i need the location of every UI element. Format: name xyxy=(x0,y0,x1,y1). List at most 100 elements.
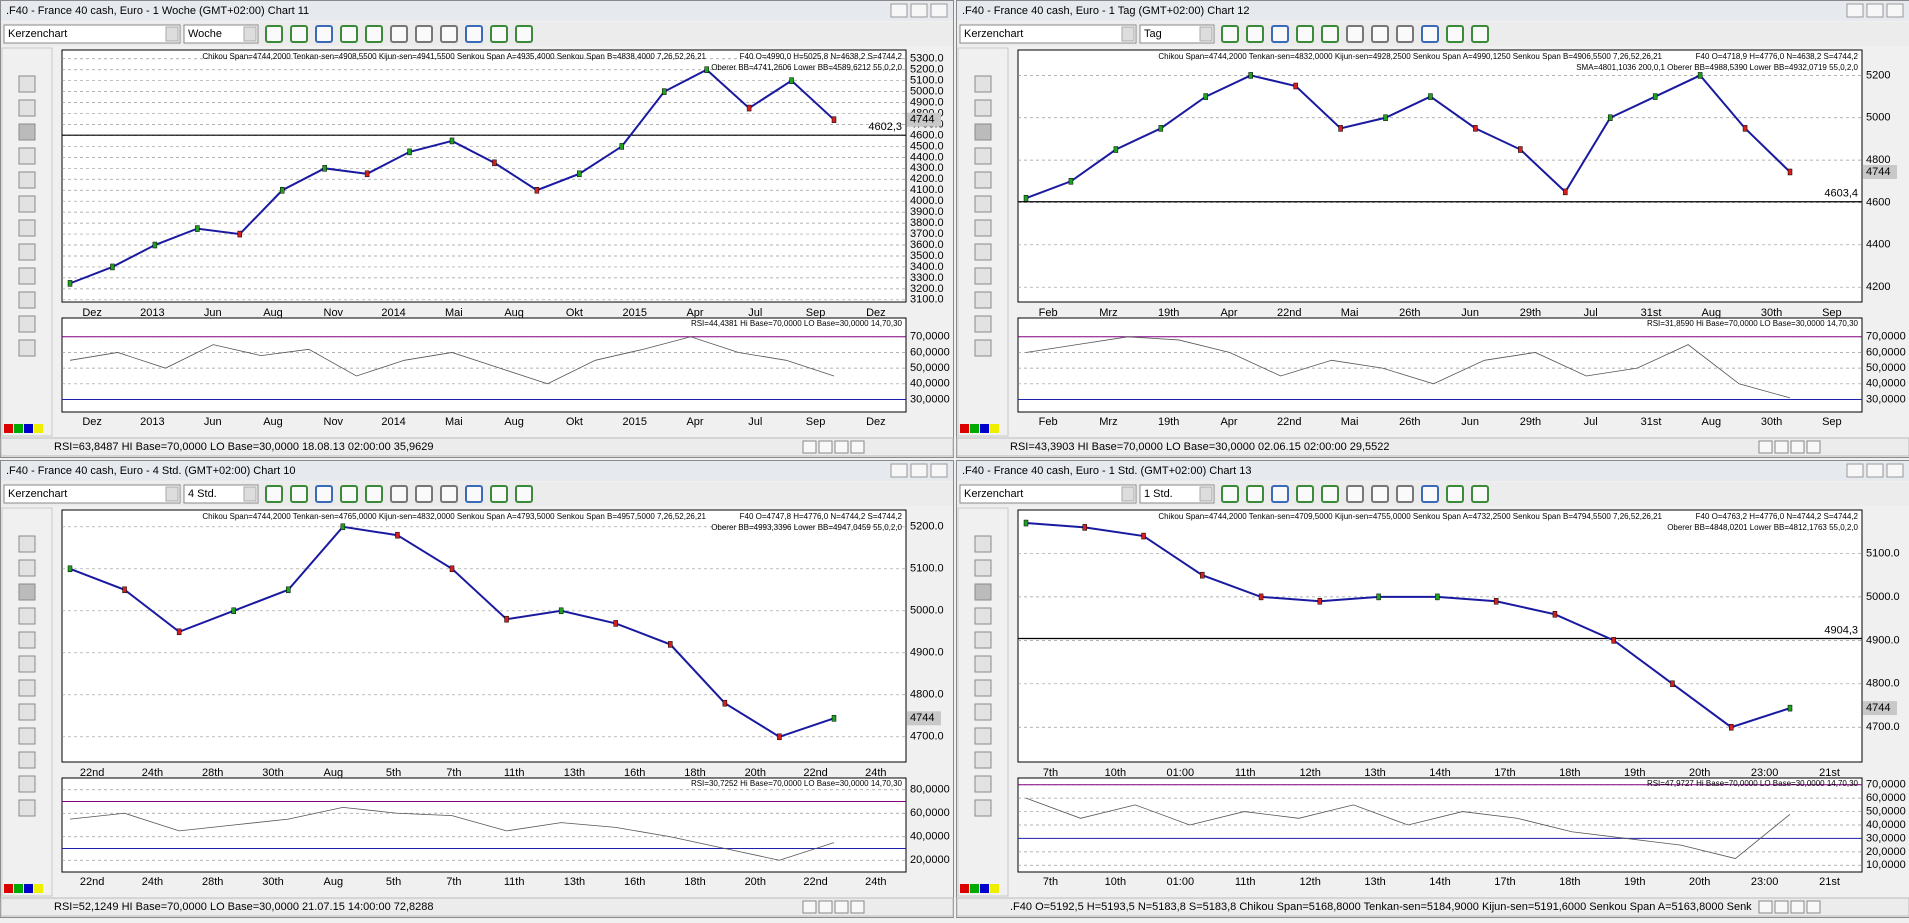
tool-button[interactable] xyxy=(19,536,35,552)
scroll-button[interactable] xyxy=(1775,901,1788,913)
toolbar-button[interactable] xyxy=(466,486,482,502)
tool-button[interactable] xyxy=(19,680,35,696)
toolbar-button[interactable] xyxy=(291,26,307,42)
toolbar-button[interactable] xyxy=(291,486,307,502)
window-button[interactable] xyxy=(1867,4,1883,17)
toolbar-button[interactable] xyxy=(491,486,507,502)
toolbar-button[interactable] xyxy=(491,26,507,42)
tool-button[interactable] xyxy=(19,148,35,164)
toolbar-button[interactable] xyxy=(266,26,282,42)
scroll-button[interactable] xyxy=(803,441,816,453)
tool-button[interactable] xyxy=(19,316,35,332)
tool-button[interactable] xyxy=(19,560,35,576)
toolbar-button[interactable] xyxy=(516,486,532,502)
toolbar-button[interactable] xyxy=(441,486,457,502)
tool-button[interactable] xyxy=(19,776,35,792)
scroll-button[interactable] xyxy=(1791,901,1804,913)
scroll-button[interactable] xyxy=(1759,441,1772,453)
toolbar-button[interactable] xyxy=(366,26,382,42)
tool-button[interactable] xyxy=(975,536,991,552)
tool-button[interactable] xyxy=(975,220,991,236)
toolbar-button[interactable] xyxy=(266,486,282,502)
toolbar-button[interactable] xyxy=(1447,26,1463,42)
tool-button[interactable] xyxy=(975,124,991,140)
toolbar-button[interactable] xyxy=(1397,486,1413,502)
scroll-button[interactable] xyxy=(819,441,832,453)
toolbar-button[interactable] xyxy=(1297,486,1313,502)
tool-button[interactable] xyxy=(19,172,35,188)
color-swatch[interactable] xyxy=(4,424,13,433)
tool-button[interactable] xyxy=(19,196,35,212)
window-button[interactable] xyxy=(1867,464,1883,477)
toolbar-button[interactable] xyxy=(516,26,532,42)
scroll-button[interactable] xyxy=(803,901,816,913)
scroll-button[interactable] xyxy=(851,901,864,913)
tool-button[interactable] xyxy=(975,76,991,92)
tool-button[interactable] xyxy=(19,76,35,92)
color-swatch[interactable] xyxy=(960,884,969,893)
toolbar-button[interactable] xyxy=(391,26,407,42)
toolbar-button[interactable] xyxy=(1422,26,1438,42)
toolbar-button[interactable] xyxy=(1272,26,1288,42)
tool-button[interactable] xyxy=(975,244,991,260)
toolbar-button[interactable] xyxy=(1372,26,1388,42)
toolbar-button[interactable] xyxy=(1472,486,1488,502)
window-button[interactable] xyxy=(891,4,907,17)
toolbar-button[interactable] xyxy=(316,26,332,42)
toolbar-button[interactable] xyxy=(1297,26,1313,42)
color-swatch[interactable] xyxy=(4,884,13,893)
color-swatch[interactable] xyxy=(970,884,979,893)
tool-button[interactable] xyxy=(19,244,35,260)
tool-button[interactable] xyxy=(975,752,991,768)
toolbar-button[interactable] xyxy=(466,26,482,42)
tool-button[interactable] xyxy=(975,704,991,720)
toolbar-button[interactable] xyxy=(391,486,407,502)
tool-button[interactable] xyxy=(975,100,991,116)
tool-button[interactable] xyxy=(975,316,991,332)
tool-button[interactable] xyxy=(19,632,35,648)
window-button[interactable] xyxy=(931,4,947,17)
toolbar-button[interactable] xyxy=(1247,26,1263,42)
color-swatch[interactable] xyxy=(24,424,33,433)
color-swatch[interactable] xyxy=(990,884,999,893)
toolbar-button[interactable] xyxy=(1372,486,1388,502)
scroll-button[interactable] xyxy=(1807,441,1820,453)
toolbar-button[interactable] xyxy=(341,486,357,502)
toolbar-button[interactable] xyxy=(341,26,357,42)
tool-button[interactable] xyxy=(975,632,991,648)
tool-button[interactable] xyxy=(975,800,991,816)
window-button[interactable] xyxy=(931,464,947,477)
tool-button[interactable] xyxy=(975,292,991,308)
toolbar-button[interactable] xyxy=(1397,26,1413,42)
tool-button[interactable] xyxy=(975,776,991,792)
color-swatch[interactable] xyxy=(14,424,23,433)
color-swatch[interactable] xyxy=(960,424,969,433)
window-button[interactable] xyxy=(1847,464,1863,477)
tool-button[interactable] xyxy=(19,752,35,768)
tool-button[interactable] xyxy=(975,728,991,744)
tool-button[interactable] xyxy=(975,560,991,576)
toolbar-button[interactable] xyxy=(1347,26,1363,42)
toolbar-button[interactable] xyxy=(1222,26,1238,42)
tool-button[interactable] xyxy=(19,292,35,308)
tool-button[interactable] xyxy=(19,800,35,816)
tool-button[interactable] xyxy=(975,172,991,188)
color-swatch[interactable] xyxy=(980,884,989,893)
tool-button[interactable] xyxy=(19,728,35,744)
scroll-button[interactable] xyxy=(819,901,832,913)
color-swatch[interactable] xyxy=(980,424,989,433)
tool-button[interactable] xyxy=(19,704,35,720)
toolbar-button[interactable] xyxy=(366,486,382,502)
scroll-button[interactable] xyxy=(835,901,848,913)
toolbar-button[interactable] xyxy=(1347,486,1363,502)
toolbar-button[interactable] xyxy=(441,26,457,42)
window-button[interactable] xyxy=(1887,464,1903,477)
tool-button[interactable] xyxy=(975,148,991,164)
scroll-button[interactable] xyxy=(1759,901,1772,913)
tool-button[interactable] xyxy=(19,340,35,356)
scroll-button[interactable] xyxy=(1775,441,1788,453)
tool-button[interactable] xyxy=(19,608,35,624)
scroll-button[interactable] xyxy=(851,441,864,453)
tool-button[interactable] xyxy=(975,656,991,672)
toolbar-button[interactable] xyxy=(416,486,432,502)
